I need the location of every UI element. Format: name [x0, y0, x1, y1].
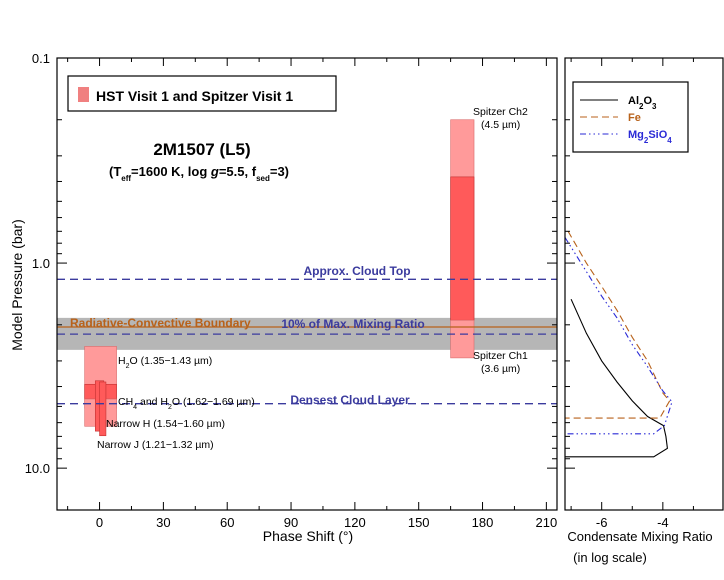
x-tick-label-0: 0 [96, 515, 103, 530]
box-label-1: CH4 and H2O (1.62−1.69 µm) [118, 396, 255, 411]
range-box-4 [99, 381, 107, 437]
right-tick-labels: -6 -4 [596, 515, 669, 530]
box-label-2: Narrow H (1.54−1.60 µm) [106, 418, 225, 430]
spitzer-ch2-label: Spitzer Ch2 [473, 106, 528, 118]
x-tick-label-4: 120 [344, 515, 366, 530]
mixing-ratio-series-layer [564, 231, 673, 458]
x-tick-label-2: 60 [220, 515, 234, 530]
spitzer-ch1-wavelength: (3.6 µm) [481, 363, 520, 375]
series-line-Fe [565, 231, 671, 419]
y-tick-label-0: 0.1 [32, 51, 50, 66]
spitzer-labels: Spitzer Ch2 (4.5 µm) Spitzer Ch1 (3.6 µm… [473, 106, 528, 375]
y-axis-label: Model Pressure (bar) [9, 219, 25, 351]
x-tick-label-7: 210 [536, 515, 558, 530]
reference-label-0: Approx. Cloud Top [303, 264, 410, 278]
reference-label-2: Densest Cloud Layer [290, 393, 410, 407]
x-tick-label-6: 180 [472, 515, 494, 530]
y-tick-label-2: 10.0 [25, 461, 50, 476]
chart-subtitle: (Teff=1600 K, log g=5.5, fsed=3) [109, 164, 289, 183]
spitzer-ch1-label: Spitzer Ch1 [473, 350, 528, 362]
left-plot-frame [56, 57, 558, 511]
legend-label-Al2O3: Al2O3 [628, 95, 657, 111]
reference-lines-layer: Approx. Cloud Top 10% of Max. Mixing Rati… [57, 264, 557, 407]
range-box-6 [450, 176, 475, 321]
right-ticks-layer [565, 57, 694, 510]
legend-swatch [78, 87, 89, 102]
box-labels-layer: H2O (1.35−1.43 µm) CH4 and H2O (1.62−1.69… [97, 355, 255, 451]
x-tick-label-5: 150 [408, 515, 430, 530]
series-line-Al2O3 [565, 298, 668, 458]
right-plot-frame [564, 57, 724, 511]
x-tick-label-1: 30 [156, 515, 170, 530]
right-x-axis-label: Condensate Mixing Ratio [567, 529, 712, 544]
legend-frame [67, 75, 337, 112]
legend-label-Fe: Fe [628, 112, 641, 124]
r-x-tick-label-0: -6 [596, 515, 608, 530]
legend-label-Mg2SiO4: Mg2SiO4 [628, 129, 672, 145]
left-tick-labels: 0 30 60 90 120 150 180 210 0.1 1.0 10.0 [25, 51, 558, 530]
range-box-7 [450, 319, 475, 359]
right-x-axis-label-2: (in log scale) [573, 550, 647, 565]
legend-label: HST Visit 1 and Spitzer Visit 1 [96, 88, 293, 104]
box-label-0: H2O (1.35−1.43 µm) [118, 355, 212, 370]
x-tick-label-3: 90 [284, 515, 298, 530]
x-axis-label: Phase Shift (°) [263, 528, 353, 544]
spitzer-ch2-wavelength: (4.5 µm) [481, 119, 520, 131]
reference-label-1: 10% of Max. Mixing Ratio [281, 317, 424, 331]
series-line-Mg2SiO4 [564, 237, 673, 435]
box-label-3: Narrow J (1.21−1.32 µm) [97, 439, 214, 451]
reference-label-3: Radiative-Convective Boundary [70, 316, 251, 330]
r-x-tick-label-1: -4 [657, 515, 669, 530]
chart-title: 2M1507 (L5) [153, 140, 250, 159]
left-legend: HST Visit 1 and Spitzer Visit 1 [67, 75, 337, 112]
y-tick-label-1: 1.0 [32, 256, 50, 271]
